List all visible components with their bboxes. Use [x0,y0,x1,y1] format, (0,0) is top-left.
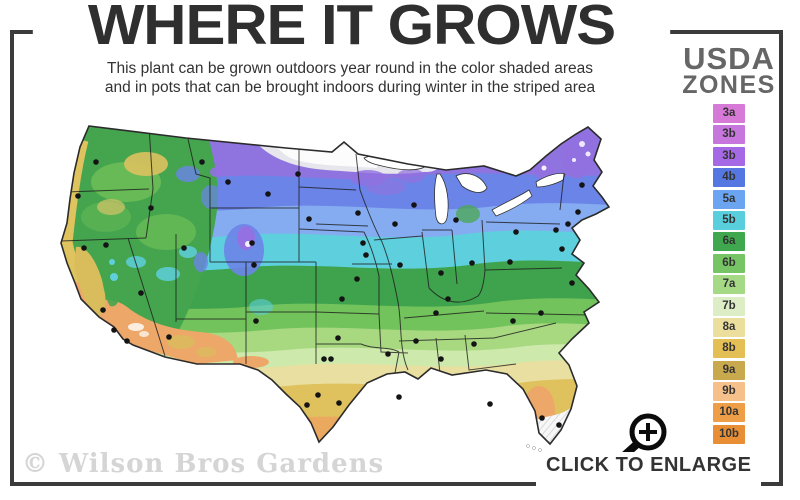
legend-title-zones: ZONES [682,71,776,99]
city-dot [75,193,81,199]
city-dot [471,341,477,347]
city-dot [433,310,439,316]
zone-chip-8a: 8a [713,317,745,337]
city-dot [81,245,87,251]
city-dot [355,210,361,216]
city-dot [336,400,342,406]
subtitle-line-1: This plant can be grown outdoors year ro… [107,60,593,77]
city-dot [328,356,334,362]
zone-chip-4b: 4b [713,168,745,188]
city-dot [306,216,312,222]
city-dot [556,422,562,428]
city-dot [397,262,403,268]
zone-chip-3b: 3b [713,146,745,166]
city-dot [469,260,475,266]
zone-chip-7a: 7a [713,275,745,295]
city-dot [438,270,444,276]
city-dot [93,159,99,165]
us-outline [60,125,611,446]
city-dot [138,290,144,296]
city-dot [413,338,419,344]
city-dot [579,182,585,188]
city-dot [100,307,106,313]
city-dot [445,296,451,302]
city-dot [360,240,366,246]
zone-chip-3a: 3a [713,104,745,123]
zone-chip-9a: 9a [713,360,745,380]
city-dot [199,159,205,165]
city-dot [225,179,231,185]
city-dot [339,296,345,302]
zone-legend: 3a 3b 3b 4b 5a 5b 6a 6b 7a 7b 8a 8b 9a 9b 10a 10b [713,104,745,446]
city-dot [411,202,417,208]
city-dot [251,262,257,268]
city-dot [354,276,360,282]
city-dot [166,334,172,340]
zone-chip-6b: 6b [713,253,745,273]
city-dot [103,242,109,248]
city-dot [438,356,444,362]
city-dot [510,318,516,324]
city-dot [453,217,459,223]
zone-chip-7b: 7b [713,296,745,316]
zone-chip-5b: 5b [713,210,745,230]
watermark: © Wilson Bros Gardens [22,449,385,479]
city-dot [321,356,327,362]
legend-title: USDA ZONES [676,41,782,99]
city-dot [111,327,117,333]
zone-chip-3b: 3b [713,125,745,145]
subtitle-line-2: and in pots that can be brought indoors … [104,79,596,96]
zone-chip-9b: 9b [713,382,745,402]
city-dot [249,240,255,246]
city-dot [385,351,391,357]
city-dot [363,252,369,258]
city-dot [569,280,575,286]
city-dots [75,159,585,428]
city-dot [253,318,259,324]
zone-chip-6a: 6a [713,232,745,252]
subtitle: This plant can be grown outdoors year ro… [35,59,665,97]
city-dot [315,392,321,398]
city-dot [304,402,310,408]
zone-map-container[interactable] [16,112,666,469]
city-dot [396,394,402,400]
zone-chip-8b: 8b [713,339,745,359]
city-dot [538,310,544,316]
florida-keys [526,444,542,452]
city-dot [392,221,398,227]
city-dot [575,209,581,215]
city-dot [513,229,519,235]
city-dot [148,205,154,211]
page-title: WHERE IT GROWS [32,0,671,56]
zone-color-bands [61,126,609,444]
zone-chip-10b: 10b [713,424,745,444]
city-dot [487,401,493,407]
city-dot [553,227,559,233]
city-dot [265,191,271,197]
city-dot [539,415,545,421]
city-dot [181,245,187,251]
zone-chip-5a: 5a [713,189,745,209]
city-dot [335,335,341,341]
city-dot [124,338,130,344]
zone-chip-10a: 10a [713,403,745,423]
city-dot [295,171,301,177]
us-zone-map[interactable] [16,112,666,464]
city-dot [507,259,513,265]
legend-title-usda: USDA [683,41,775,76]
city-dot [559,246,565,252]
city-dot [565,221,571,227]
click-to-enlarge-button[interactable]: CLICK TO ENLARGE [536,452,762,489]
